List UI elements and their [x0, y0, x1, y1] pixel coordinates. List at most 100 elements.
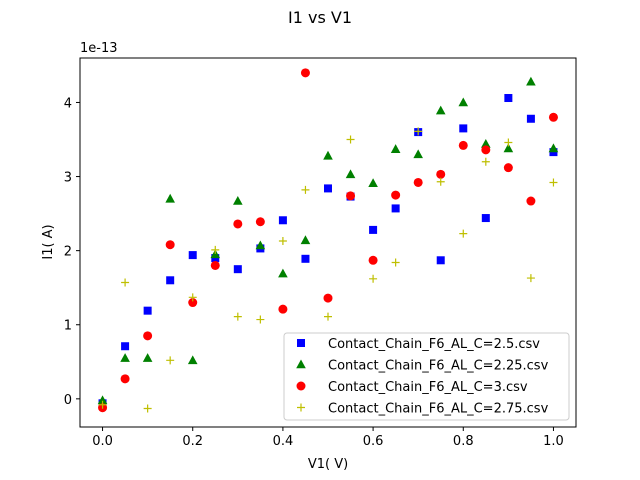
data-point: [165, 240, 175, 250]
legend-marker: [297, 339, 305, 347]
legend-box: [283, 332, 570, 421]
data-point: [323, 293, 333, 303]
x-tick-label: 0.4: [273, 434, 294, 449]
data-series: [97, 68, 559, 413]
series-4: [98, 127, 558, 413]
data-point: [526, 114, 535, 123]
data-point: [324, 312, 332, 321]
data-point: [414, 127, 423, 136]
data-point: [188, 251, 197, 260]
data-point: [323, 150, 333, 160]
data-point: [143, 404, 152, 413]
x-axis: 0.0 0.2 0.4 0.6 0.8 1.0: [92, 427, 564, 449]
series-3: [98, 68, 558, 413]
legend-marker: [296, 381, 306, 391]
data-point: [459, 229, 468, 238]
x-tick-label: 0.6: [363, 434, 384, 449]
data-point: [142, 353, 153, 362]
data-point: [391, 258, 400, 267]
data-point: [300, 235, 311, 245]
y-tick-label: 0: [64, 393, 72, 408]
data-point: [301, 185, 310, 194]
data-point: [143, 306, 152, 315]
data-point: [143, 331, 153, 341]
data-point: [481, 145, 491, 155]
data-point: [503, 163, 513, 173]
data-point: [458, 140, 468, 150]
legend-label: Contact_Chain_F6_AL_C=3.csv: [328, 380, 528, 395]
data-point: [255, 240, 266, 250]
data-point: [301, 254, 310, 263]
data-point: [278, 216, 287, 225]
y-tick-label: 2: [64, 245, 72, 260]
x-tick-label: 0.0: [92, 434, 113, 449]
data-point: [504, 94, 513, 103]
data-point: [345, 169, 356, 179]
data-point: [548, 112, 558, 122]
data-point: [526, 274, 535, 283]
data-point: [436, 177, 445, 186]
data-point: [233, 219, 243, 229]
data-point: [120, 353, 130, 362]
data-point: [459, 124, 468, 133]
plot-frame: [79, 57, 577, 428]
data-point: [413, 177, 423, 187]
data-point: [436, 169, 446, 179]
data-point: [166, 276, 175, 285]
data-point: [121, 278, 130, 287]
data-point: [278, 237, 287, 246]
y-axis-title: I1( A): [41, 224, 56, 259]
x-tick-label: 0.8: [453, 434, 474, 449]
legend-marker: [297, 403, 305, 412]
data-point: [187, 355, 198, 365]
data-point: [435, 105, 446, 115]
data-point: [233, 265, 242, 274]
y-axis: 0 1 2 3 4: [64, 96, 80, 408]
x-axis-title: V1( V): [308, 457, 348, 472]
data-point: [481, 138, 491, 148]
y-offset-label: 1e-13: [80, 41, 118, 56]
data-point: [391, 204, 400, 213]
data-point: [503, 143, 514, 153]
data-point: [278, 304, 288, 314]
legend-marker: [296, 359, 306, 369]
data-point: [188, 298, 198, 308]
y-tick-label: 4: [64, 96, 72, 111]
legend-label: Contact_Chain_F6_AL_C=2.5.csv: [328, 337, 540, 352]
data-point: [120, 374, 130, 384]
x-tick-label: 0.2: [182, 434, 203, 449]
data-point: [368, 255, 378, 265]
data-point: [121, 342, 130, 351]
data-point: [390, 144, 401, 153]
data-point: [458, 97, 469, 107]
data-point: [369, 274, 378, 283]
data-point: [166, 356, 175, 365]
data-point: [436, 256, 445, 265]
y-tick-label: 1: [64, 319, 72, 334]
data-point: [346, 191, 356, 201]
data-point: [165, 193, 175, 203]
data-point: [233, 312, 242, 321]
data-point: [526, 76, 536, 86]
data-point: [391, 190, 401, 200]
y-tick-label: 3: [64, 171, 72, 186]
data-point: [548, 143, 559, 153]
data-point: [526, 196, 536, 206]
data-point: [324, 184, 332, 193]
data-point: [188, 293, 197, 302]
data-point: [210, 260, 220, 270]
legend-label: Contact_Chain_F6_AL_C=2.25.csv: [328, 359, 549, 374]
data-point: [255, 217, 265, 227]
data-point: [481, 214, 490, 223]
data-point: [368, 178, 378, 188]
data-point: [549, 178, 558, 187]
chart-title: I1 vs V1: [288, 8, 352, 27]
data-point: [346, 135, 355, 144]
data-point: [369, 225, 378, 234]
data-point: [97, 395, 108, 405]
legend: Contact_Chain_F6_AL_C=2.5.csv Contact_Cha…: [283, 332, 570, 421]
data-point: [211, 245, 220, 254]
legend-label: Contact_Chain_F6_AL_C=2.75.csv: [328, 402, 549, 417]
data-point: [300, 68, 310, 78]
